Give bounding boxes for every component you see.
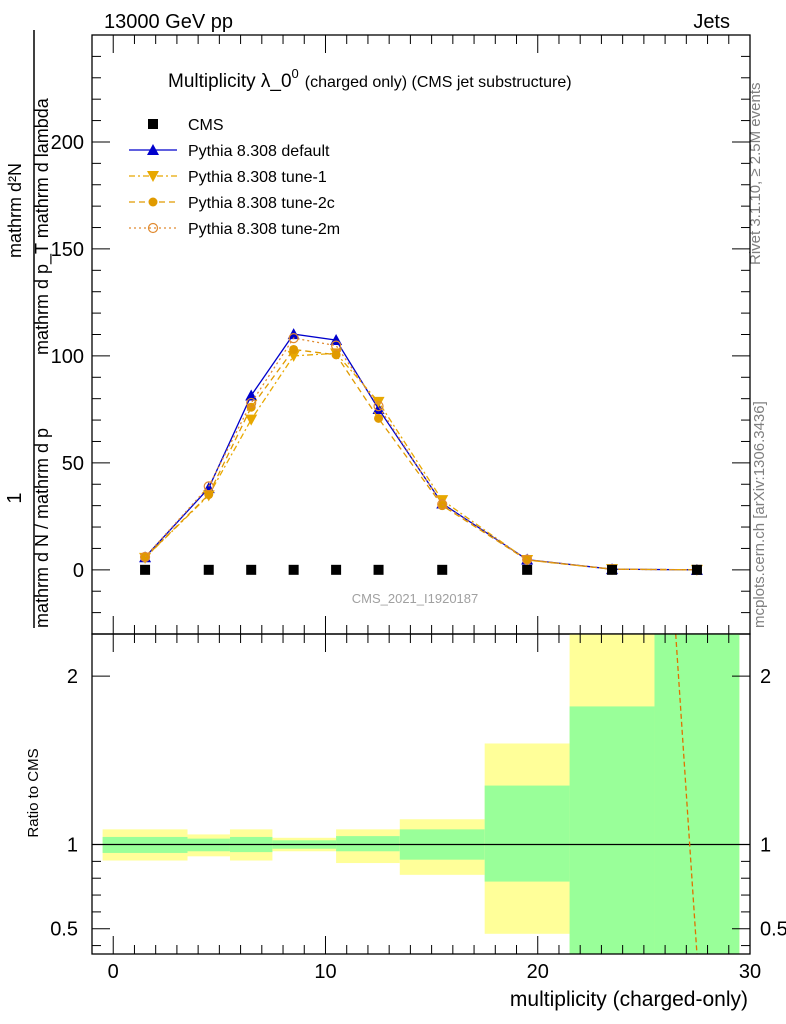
cms-data-point [246,564,257,575]
ratio-y-tick-label: 0.5 [50,919,78,941]
cms-data-point [140,564,151,575]
analysis-watermark: CMS_2021_I1920187 [352,591,479,606]
x-tick-label: 30 [739,961,761,983]
ratio-y-tick-label-right: 0.5 [760,919,786,941]
series-3-point [204,490,214,500]
y-tick-label: 100 [51,346,84,368]
main-y-axis-label: 1 mathrm d N / mathrm d p mathrm d²N mat… [4,30,53,628]
chart-title-main: Multiplicity λ_0 [168,71,292,92]
ratio-axis-ticks: 0.5 0.51 12 20 10 20 30 [50,634,786,983]
series-4-point [437,499,448,510]
series-3-point [374,413,384,423]
y-tick-label: 200 [51,132,84,154]
x-tick-label: 10 [314,961,336,983]
series-4-point [203,481,214,492]
y-tick-label: 50 [62,453,84,475]
series-4-point [288,333,299,344]
cms-data-point [373,564,384,575]
series-4-point [139,551,151,563]
series-3-point [331,350,341,360]
series-4-point [330,340,342,351]
chart-title-sup: 0 [292,66,299,81]
y-tick-label: 150 [51,239,84,261]
series-3-point [289,344,299,354]
ratio-y-tick-label-right: 1 [760,835,771,857]
ratio-band-inner [484,785,570,882]
series-line-3 [144,348,697,571]
ratio-plot-frame [91,633,751,955]
ratio-band-inner [569,706,655,954]
legend-marker [147,171,159,182]
cms-data-point [288,564,299,575]
ylabel-numerator-right: mathrm d²N [5,163,25,258]
legend-label: Pythia 8.308 tune-2m [188,221,340,238]
side-label-mcplots: mcplots.cern.ch [arXiv:1306.3436] [751,401,768,628]
ratio-tune-line [675,633,698,955]
cms-data-point [522,564,533,575]
main-plot-panel: 0 50 100 150 200 CMS_2021_I1920187 Multiplic… [51,34,751,635]
series-line-2 [144,352,697,571]
ratio-y-tick-label-right: 2 [760,666,771,688]
header-right: Jets [693,11,730,33]
main-axis-ticks: 0 50 100 150 200 [51,35,751,634]
cms-data-point [691,564,702,575]
y-tick-label: 0 [73,560,84,582]
series-4-point [373,401,384,412]
ratio-plot-panel: 0.5 0.51 12 20 10 20 30 Ratio to CMS multiplic… [25,633,786,1011]
chart-title: Multiplicity λ_00 (charged only) (CMS jet… [168,66,572,92]
series-1-point [372,402,385,414]
ratio-uncertainty-bands [92,633,750,955]
x-tick-label: 20 [527,961,549,983]
legend-label: Pythia 8.308 default [188,143,330,160]
ylabel-one: 1 [4,492,26,503]
series-line-1 [144,333,697,571]
chart-title-rest: (charged only) (CMS jet substructure) [305,74,572,91]
legend-marker-cms [148,119,158,129]
cms-data-point [203,564,214,575]
series-2-point [436,495,449,507]
legend-marker [147,222,159,234]
cms-data-point [437,564,448,575]
series-2-point [372,396,385,408]
series-2-point [245,414,258,426]
cms-data-point [607,564,618,575]
legend-label: CMS [188,117,224,134]
ratio-band-inner [336,836,400,852]
series-line-4 [144,337,697,571]
series-4-point [522,554,533,565]
series-4-point [246,397,257,409]
legend-marker [147,144,159,155]
legend-marker [148,197,158,207]
ratio-y-tick-label: 2 [67,666,78,688]
side-label-rivet: Rivet 3.1.10, ≥ 2.5M events [747,83,764,266]
cms-data-point [331,564,342,575]
ratio-band-inner [654,634,740,954]
main-series-group [139,328,703,576]
x-tick-label: 0 [108,961,119,983]
series-1-point [245,389,258,401]
ratio-y-tick-label: 1 [67,835,78,857]
series-3-point [140,553,150,563]
legend-label: Pythia 8.308 tune-1 [188,169,327,186]
header-left: 13000 GeV pp [104,11,233,33]
legend-label: Pythia 8.308 tune-2c [188,195,335,212]
ylabel-denominator-right: mathrm d p_T mathrm d lambda [32,97,53,355]
ylabel-denominator-left: mathrm d N / mathrm d p [32,428,52,628]
ratio-y-axis-label: Ratio to CMS [25,748,42,837]
x-axis-label: multiplicity (charged-only) [510,988,748,1011]
legend: CMS Pythia 8.308 default Pythia 8.308 tune… [129,117,340,238]
